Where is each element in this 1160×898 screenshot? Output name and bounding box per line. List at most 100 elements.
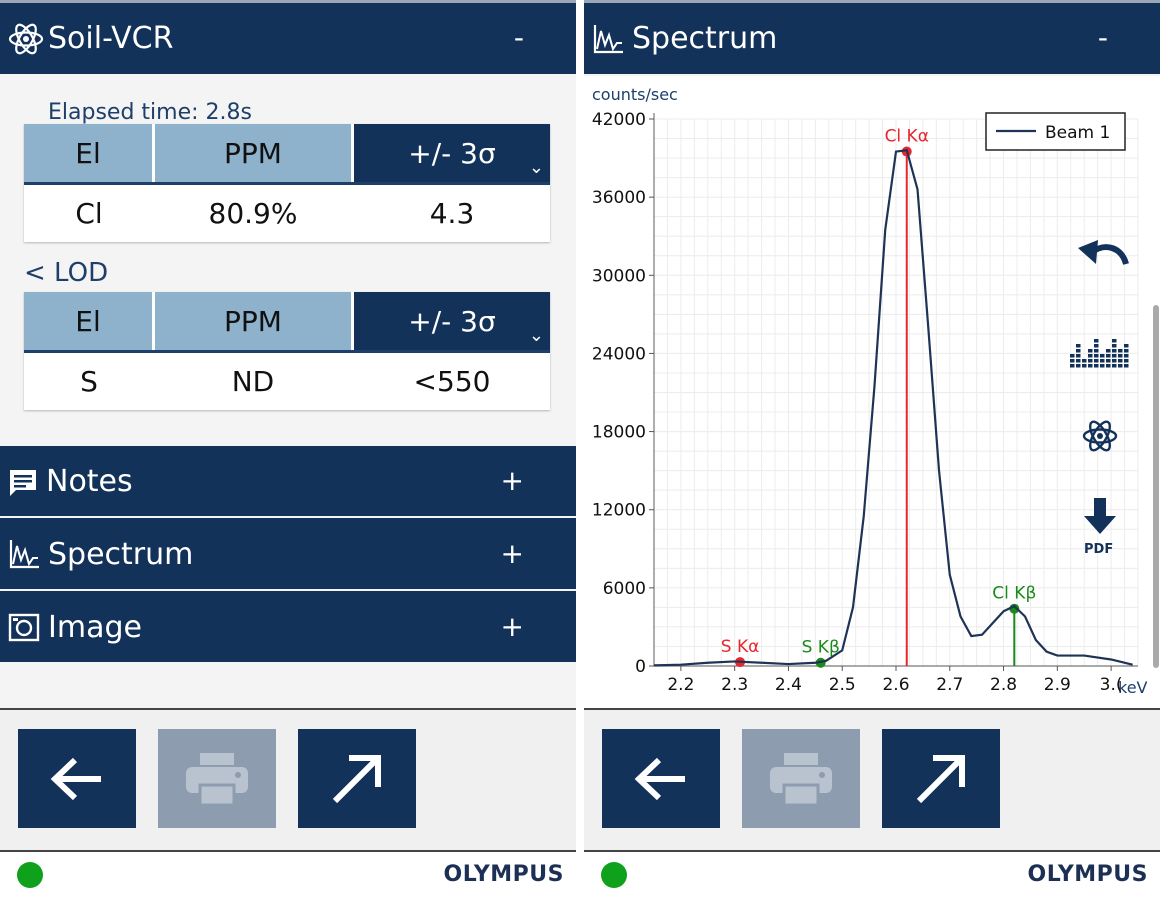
export-button[interactable]: [298, 729, 416, 828]
section-label: Image: [48, 610, 142, 645]
series-line-beam-1: [653, 149, 1133, 667]
column-header-error-label: +/- 3σ: [408, 136, 496, 170]
lod-table-header: El PPM +/- 3σ ⌄: [24, 292, 550, 350]
pdf-button[interactable]: PDF: [1084, 498, 1116, 557]
histogram-button[interactable]: [1070, 339, 1129, 368]
column-header-error[interactable]: +/- 3σ ⌄: [354, 124, 550, 182]
histogram-cell: [1118, 349, 1123, 353]
undo-button[interactable]: [1078, 240, 1129, 265]
image-section-header[interactable]: Image +: [0, 591, 576, 662]
chevron-down-icon[interactable]: ⌄: [528, 325, 544, 346]
header-divider: [24, 182, 550, 185]
print-button[interactable]: [742, 729, 860, 828]
olympus-logo: OLYMPUS: [1027, 862, 1148, 887]
x-tick-label: 2.9: [1044, 675, 1071, 695]
legend-label: Beam 1: [1045, 123, 1110, 143]
cell-element: Cl: [75, 197, 103, 230]
chart-series: [653, 149, 1133, 667]
results-body: Elapsed time: 2.8s El PPM +/- 3σ ⌄ Cl 80…: [0, 74, 576, 446]
header-title: Spectrum: [632, 21, 778, 56]
cell-ppm: 80.9%: [208, 197, 298, 230]
y-tick-label: 30000: [592, 266, 646, 286]
notes-section-header[interactable]: Notes +: [0, 446, 576, 516]
histogram-cell: [1106, 349, 1111, 353]
histogram-cell: [1094, 349, 1099, 353]
pdf-label: PDF: [1084, 542, 1113, 557]
y-tick-label: 42000: [592, 110, 646, 130]
status-bar: OLYMPUS: [584, 852, 1160, 898]
y-axis-label: counts/sec: [592, 85, 678, 104]
x-tick-label: 2.5: [829, 675, 856, 695]
histogram-cell: [1070, 359, 1075, 363]
x-tick-label: 2.3: [721, 675, 748, 695]
histogram-cell: [1094, 364, 1099, 368]
spectrum-section-header[interactable]: Spectrum +: [0, 518, 576, 589]
x-tick-label: 2.8: [990, 675, 1017, 695]
peak-label: S Kα: [721, 637, 760, 657]
histogram-cell: [1118, 354, 1123, 358]
expand-toggle[interactable]: +: [500, 464, 524, 497]
spectrum-icon: [592, 23, 624, 60]
x-tick-label: 2.2: [667, 675, 694, 695]
atom-icon: [8, 21, 44, 62]
scrollbar[interactable]: [1153, 305, 1159, 668]
histogram-cell: [1124, 344, 1129, 348]
histogram-cell: [1076, 364, 1081, 368]
histogram-cell: [1088, 364, 1093, 368]
y-tick-label: 18000: [592, 423, 646, 443]
column-header-ppm: PPM: [155, 124, 351, 182]
element-lines-button[interactable]: [1082, 419, 1118, 453]
column-header-el: El: [24, 124, 152, 182]
histogram-cell: [1100, 354, 1105, 358]
x-tick-label: 2.7: [936, 675, 963, 695]
back-button[interactable]: [602, 729, 720, 828]
collapse-toggle[interactable]: -: [513, 21, 524, 54]
histogram-cell: [1112, 364, 1117, 368]
back-arrow-icon: [634, 757, 685, 800]
soil-vcr-header[interactable]: Soil-VCR -: [0, 3, 576, 74]
histogram-cell: [1112, 354, 1117, 358]
expand-toggle[interactable]: +: [500, 610, 524, 643]
histogram-cell: [1076, 344, 1081, 348]
top-border: [0, 0, 576, 3]
olympus-logo: OLYMPUS: [443, 862, 564, 887]
expand-toggle[interactable]: +: [500, 537, 524, 570]
back-button[interactable]: [18, 729, 136, 828]
column-header-ppm: PPM: [155, 292, 351, 350]
pdf-download-icon: [1084, 498, 1116, 534]
top-border: [584, 0, 1160, 3]
peak-label: Cl Kα: [885, 127, 929, 147]
histogram-cell: [1112, 349, 1117, 353]
printer-icon: [186, 752, 248, 806]
peak-label: Cl Kβ: [992, 584, 1036, 604]
section-label: Notes: [46, 464, 133, 499]
chevron-down-icon[interactable]: ⌄: [528, 157, 544, 178]
histogram-cell: [1076, 359, 1081, 363]
export-arrow-icon: [332, 754, 381, 803]
y-tick-label: 36000: [592, 188, 646, 208]
spectrum-header[interactable]: Spectrum -: [584, 3, 1160, 74]
histogram-cell: [1082, 364, 1087, 368]
export-button[interactable]: [882, 729, 1000, 828]
histogram-cell: [1088, 349, 1093, 353]
histogram-cell: [1094, 339, 1099, 343]
elapsed-time: Elapsed time: 2.8s: [48, 100, 252, 125]
header-title: Soil-VCR: [48, 21, 174, 56]
peak-markers: S Kα S Kβ Cl Kα Cl Kβ: [721, 127, 1036, 668]
collapse-toggle[interactable]: -: [1097, 21, 1108, 54]
back-arrow-icon: [50, 757, 101, 800]
histogram-cell: [1112, 344, 1117, 348]
spectrum-chart[interactable]: counts/sec keV 0 6000 12000 18000 24000 30000…: [584, 76, 1160, 708]
print-button[interactable]: [158, 729, 276, 828]
y-tick-label: 12000: [592, 501, 646, 521]
histogram-cell: [1118, 364, 1123, 368]
column-header-error[interactable]: +/- 3σ ⌄: [354, 292, 550, 350]
histogram-cell: [1070, 364, 1075, 368]
panel-divider: [576, 0, 584, 898]
spectrum-chart-area: counts/sec keV 0 6000 12000 18000 24000 30000…: [584, 76, 1160, 708]
cell-ppm: ND: [231, 365, 275, 398]
status-bar: OLYMPUS: [0, 852, 576, 898]
lod-label: < LOD: [24, 258, 109, 288]
histogram-cell: [1106, 364, 1111, 368]
histogram-cell: [1100, 364, 1105, 368]
